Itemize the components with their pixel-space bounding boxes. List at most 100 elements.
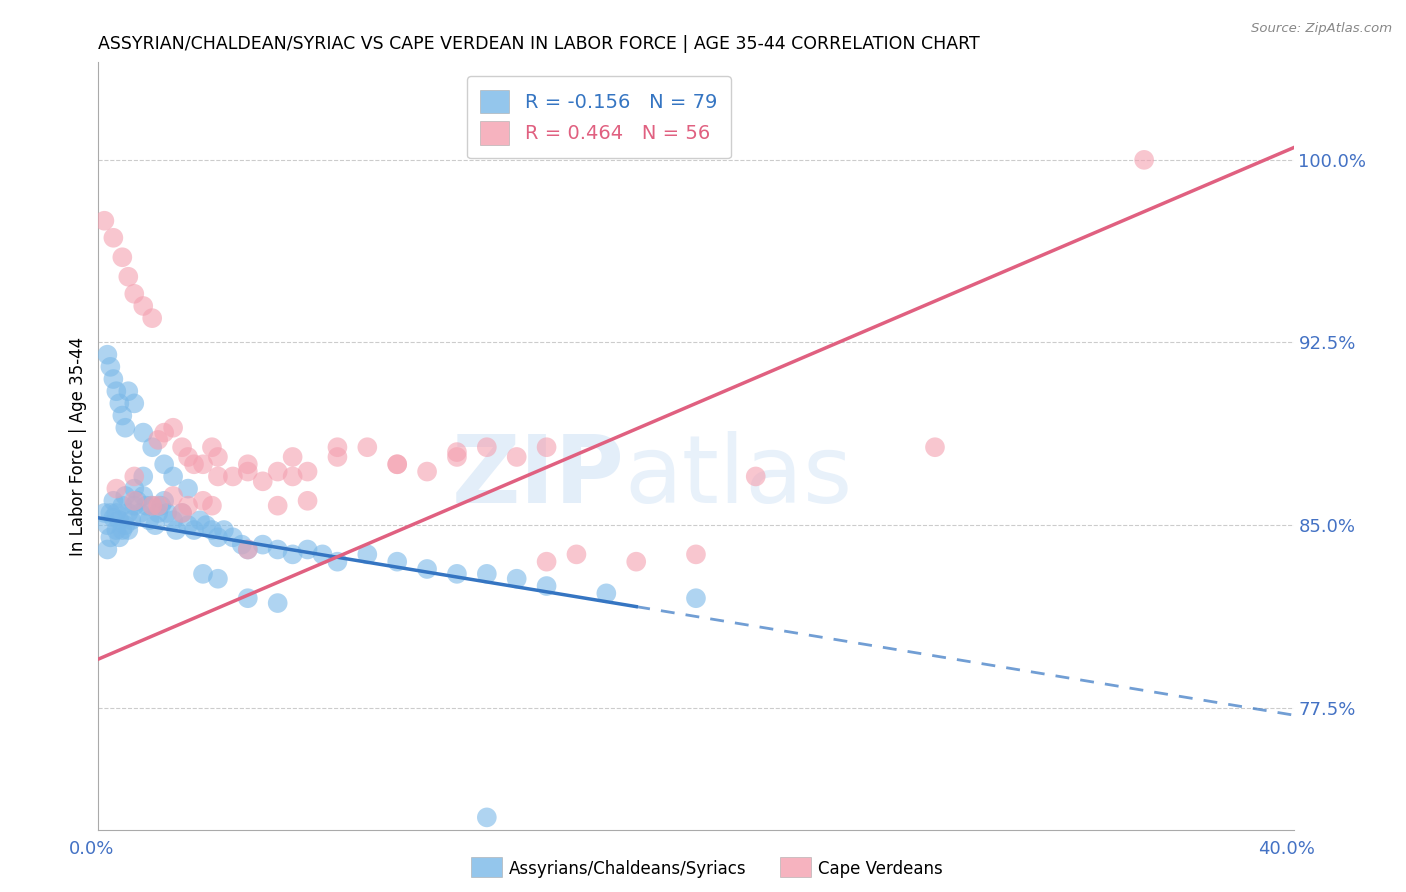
Point bbox=[188, 513, 211, 527]
Point bbox=[1133, 153, 1156, 167]
Point bbox=[356, 440, 378, 454]
Point bbox=[356, 547, 378, 561]
Point bbox=[124, 482, 146, 496]
Text: 40.0%: 40.0% bbox=[1258, 840, 1315, 858]
Point bbox=[103, 372, 125, 386]
Point bbox=[165, 523, 187, 537]
Point bbox=[117, 523, 139, 537]
Point bbox=[172, 440, 194, 454]
Point bbox=[536, 555, 558, 569]
Point bbox=[685, 547, 707, 561]
Point bbox=[141, 499, 163, 513]
Point bbox=[124, 499, 146, 513]
Point bbox=[111, 523, 134, 537]
Point bbox=[297, 493, 319, 508]
Point bbox=[98, 506, 122, 520]
Point bbox=[416, 562, 439, 576]
Point bbox=[150, 499, 173, 513]
Point bbox=[297, 542, 319, 557]
Point bbox=[212, 523, 235, 537]
Point bbox=[183, 523, 205, 537]
Point bbox=[326, 450, 349, 464]
Point bbox=[98, 359, 122, 374]
Point bbox=[114, 421, 136, 435]
Point bbox=[172, 506, 194, 520]
Point bbox=[385, 457, 409, 471]
Point bbox=[446, 566, 468, 581]
Point bbox=[297, 465, 319, 479]
Point bbox=[108, 513, 131, 527]
Point bbox=[207, 530, 229, 544]
Point bbox=[96, 542, 118, 557]
Point bbox=[536, 440, 558, 454]
Point bbox=[207, 572, 229, 586]
Point bbox=[103, 493, 125, 508]
Point bbox=[120, 513, 142, 527]
Point bbox=[475, 810, 498, 824]
Point bbox=[281, 469, 304, 483]
Point bbox=[93, 506, 115, 520]
Point bbox=[446, 450, 468, 464]
Point bbox=[236, 457, 259, 471]
Point bbox=[141, 499, 163, 513]
Point bbox=[177, 450, 200, 464]
Point bbox=[132, 425, 155, 440]
Point bbox=[111, 250, 134, 264]
Point bbox=[191, 493, 214, 508]
Point bbox=[162, 421, 184, 435]
Text: Cape Verdeans: Cape Verdeans bbox=[818, 860, 943, 878]
Point bbox=[565, 547, 588, 561]
Point bbox=[236, 542, 259, 557]
Point bbox=[141, 311, 163, 326]
Point bbox=[475, 440, 498, 454]
Point bbox=[195, 518, 218, 533]
Point bbox=[207, 450, 229, 464]
Point bbox=[236, 591, 259, 606]
Point bbox=[252, 475, 274, 489]
Point bbox=[124, 286, 146, 301]
Point bbox=[385, 555, 409, 569]
Point bbox=[114, 518, 136, 533]
Point bbox=[311, 547, 333, 561]
Point bbox=[135, 499, 157, 513]
Point bbox=[267, 596, 290, 610]
Point bbox=[267, 542, 290, 557]
Point bbox=[172, 506, 194, 520]
Point bbox=[124, 396, 146, 410]
Point bbox=[416, 465, 439, 479]
Legend: R = -0.156   N = 79, R = 0.464   N = 56: R = -0.156 N = 79, R = 0.464 N = 56 bbox=[467, 76, 731, 159]
Point bbox=[162, 469, 184, 483]
Point bbox=[105, 523, 128, 537]
Point bbox=[252, 538, 274, 552]
Point bbox=[267, 499, 290, 513]
Point bbox=[475, 566, 498, 581]
Point bbox=[103, 511, 125, 525]
Point bbox=[183, 457, 205, 471]
Point bbox=[385, 457, 409, 471]
Point bbox=[117, 384, 139, 399]
Point bbox=[105, 506, 128, 520]
Point bbox=[191, 457, 214, 471]
Text: ZIP: ZIP bbox=[451, 431, 624, 523]
Point bbox=[745, 469, 768, 483]
Point bbox=[105, 384, 128, 399]
Point bbox=[93, 213, 115, 227]
Point bbox=[98, 530, 122, 544]
Point bbox=[177, 482, 200, 496]
Point bbox=[506, 572, 529, 586]
Point bbox=[446, 445, 468, 459]
Y-axis label: In Labor Force | Age 35-44: In Labor Force | Age 35-44 bbox=[69, 336, 87, 556]
Text: 0.0%: 0.0% bbox=[69, 840, 114, 858]
Point bbox=[132, 489, 155, 503]
Point bbox=[143, 518, 166, 533]
Point bbox=[148, 433, 170, 447]
Point bbox=[281, 450, 304, 464]
Point bbox=[153, 425, 176, 440]
Point bbox=[506, 450, 529, 464]
Point bbox=[148, 499, 170, 513]
Point bbox=[201, 440, 224, 454]
Point bbox=[231, 538, 253, 552]
Text: atlas: atlas bbox=[624, 431, 852, 523]
Point bbox=[132, 299, 155, 313]
Point bbox=[201, 499, 224, 513]
